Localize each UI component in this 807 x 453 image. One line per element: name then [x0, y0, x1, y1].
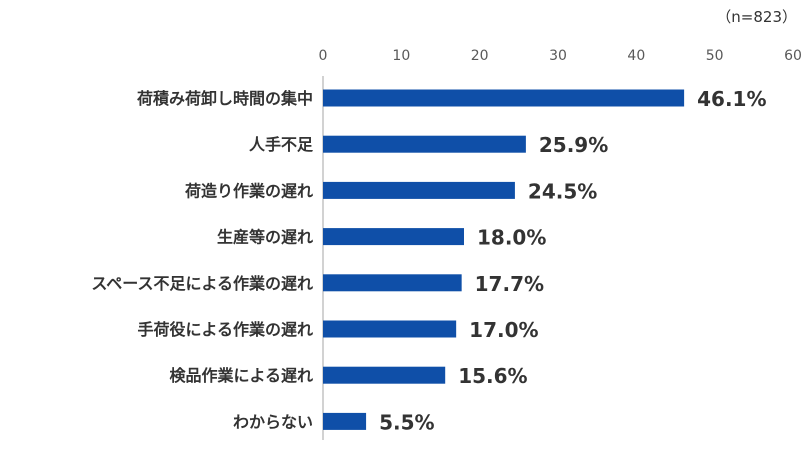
- data-label: 18.0%: [477, 226, 546, 250]
- category-label: 荷積み荷卸し時間の集中: [137, 89, 313, 108]
- bar: [323, 412, 367, 430]
- category-label: 手荷役による作業の遅れ: [137, 320, 313, 339]
- bar: [323, 228, 464, 246]
- x-tick-label: 10: [392, 48, 410, 64]
- category-label: 荷造り作業の遅れ: [185, 181, 313, 200]
- data-label: 17.7%: [475, 272, 544, 296]
- x-tick-label: 30: [549, 48, 567, 64]
- category-label: 生産等の遅れ: [217, 228, 313, 247]
- bar: [323, 181, 515, 199]
- data-label: 25.9%: [539, 133, 608, 157]
- x-tick-label: 60: [784, 48, 802, 64]
- sample-size-label: （n=823）: [716, 8, 797, 26]
- x-tick-label: 20: [471, 48, 489, 64]
- bar: [323, 135, 526, 153]
- bar: [323, 366, 446, 384]
- data-label: 46.1%: [697, 87, 766, 111]
- category-label: 検品作業による遅れ: [169, 366, 313, 385]
- category-label: スペース不足による作業の遅れ: [91, 274, 313, 293]
- data-label: 5.5%: [379, 410, 434, 434]
- category-label: 人手不足: [249, 135, 314, 154]
- data-label: 15.6%: [458, 364, 527, 388]
- bar: [323, 89, 685, 107]
- x-tick-label: 0: [319, 48, 328, 64]
- bar: [323, 274, 462, 292]
- x-tick-label: 40: [627, 48, 645, 64]
- bar: [323, 320, 457, 338]
- category-label: わからない: [233, 412, 313, 431]
- x-tick-label: 50: [706, 48, 724, 64]
- data-label: 17.0%: [469, 318, 538, 342]
- data-label: 24.5%: [528, 179, 597, 203]
